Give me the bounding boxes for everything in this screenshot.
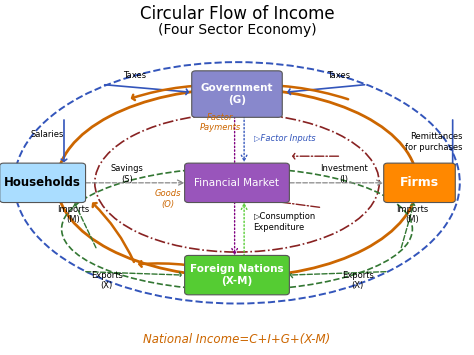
Text: Imports
(M): Imports (M) xyxy=(396,205,428,224)
Text: Investment
(I): Investment (I) xyxy=(320,164,368,184)
Text: ▷Factor Inputs: ▷Factor Inputs xyxy=(254,134,315,143)
FancyBboxPatch shape xyxy=(0,163,85,202)
Text: Factor
Payments: Factor Payments xyxy=(200,113,241,132)
Text: (Four Sector Economy): (Four Sector Economy) xyxy=(158,23,316,37)
Text: Circular Flow of Income: Circular Flow of Income xyxy=(140,5,334,23)
Text: Foreign Nations
(X-M): Foreign Nations (X-M) xyxy=(190,264,284,286)
FancyBboxPatch shape xyxy=(185,256,289,295)
Text: Taxes: Taxes xyxy=(328,71,350,80)
Text: Households: Households xyxy=(4,176,81,189)
Text: Financial Market: Financial Market xyxy=(194,178,280,188)
Text: ▷Consumption
Expenditure: ▷Consumption Expenditure xyxy=(254,212,316,231)
Text: Remittances
for purchases: Remittances for purchases xyxy=(405,132,462,152)
Text: Taxes: Taxes xyxy=(124,71,146,80)
Text: Exports
(X): Exports (X) xyxy=(91,271,123,290)
Text: Government
(G): Government (G) xyxy=(201,83,273,105)
Text: Imports
(M): Imports (M) xyxy=(57,205,90,224)
Text: Salaries: Salaries xyxy=(31,130,64,140)
Text: Exports
(X): Exports (X) xyxy=(342,271,374,290)
Text: Firms: Firms xyxy=(400,176,439,189)
FancyBboxPatch shape xyxy=(185,163,289,202)
Text: National Income=C+I+G+(X-M): National Income=C+I+G+(X-M) xyxy=(143,333,331,346)
FancyBboxPatch shape xyxy=(191,71,282,117)
Text: Goods
(O): Goods (O) xyxy=(155,189,182,208)
FancyBboxPatch shape xyxy=(383,163,455,202)
Text: Savings
(S): Savings (S) xyxy=(110,164,144,184)
